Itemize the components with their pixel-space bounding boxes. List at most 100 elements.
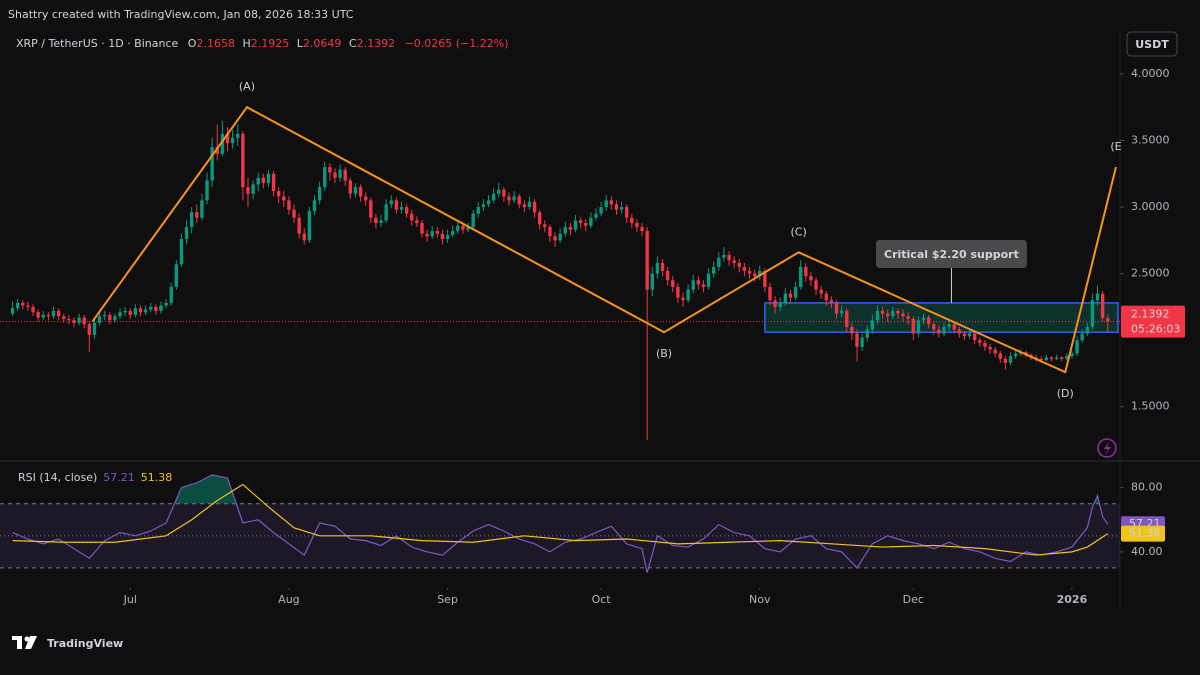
candle-body: [947, 324, 951, 327]
candle-body: [768, 286, 772, 301]
candle-body: [379, 220, 383, 224]
candle-body: [916, 320, 921, 334]
candle-body: [942, 326, 946, 334]
rsi-legend-item: 57.21: [103, 471, 135, 484]
candle-body: [425, 233, 429, 237]
candle-body: [517, 196, 521, 205]
candle-body: [246, 187, 250, 194]
candle-body: [466, 227, 470, 230]
candle-body: [778, 302, 782, 307]
rsi-ma-value-box: [1121, 525, 1165, 542]
rsi-ma-value-axis-label: 51.38: [1129, 527, 1161, 540]
candle-body: [665, 270, 670, 281]
candle-body: [31, 306, 35, 313]
candle-body: [430, 231, 434, 237]
candle-body: [1008, 356, 1013, 363]
candle-body: [399, 207, 404, 210]
candle-body: [952, 324, 956, 330]
candle-body: [67, 318, 71, 321]
candle-body: [845, 310, 849, 327]
candle-body: [850, 326, 854, 334]
candle-body: [758, 270, 762, 277]
alert-icon[interactable]: [1097, 438, 1117, 458]
candle-body: [901, 313, 905, 317]
wave-label: (D): [1057, 387, 1074, 400]
rsi-tick-label: 40.00: [1131, 545, 1163, 558]
y-tick-label: 4.0000: [1131, 67, 1170, 80]
candle-body: [548, 227, 552, 237]
candle-body: [271, 173, 276, 192]
candle-body: [1085, 326, 1089, 334]
candle-body: [420, 223, 424, 234]
candle-body: [804, 266, 808, 277]
candle-body: [159, 305, 163, 311]
candle-body: [809, 276, 813, 281]
candle-body: [415, 220, 419, 224]
candle-body: [655, 262, 660, 274]
candle-body: [926, 317, 931, 325]
candle-body: [72, 320, 76, 323]
candle-body: [241, 133, 245, 188]
candle-body: [225, 133, 230, 144]
candle-body: [537, 212, 542, 225]
candle-body: [343, 169, 347, 181]
candle-body: [870, 320, 875, 330]
candle-body: [865, 329, 869, 338]
candle-body: [604, 200, 608, 208]
candle-body: [967, 333, 972, 337]
candle-body: [717, 257, 721, 267]
candle-body: [1065, 356, 1069, 359]
candle-body: [512, 196, 516, 201]
y-tick-label: 2.5000: [1131, 267, 1170, 280]
wave-label: (B): [656, 347, 672, 360]
candle-body: [82, 317, 86, 325]
candle-body: [123, 310, 127, 313]
candle-body: [36, 312, 40, 318]
candle-body: [906, 316, 910, 319]
candle-body: [491, 193, 496, 201]
candle-body: [532, 201, 537, 213]
candle-body: [819, 289, 823, 294]
candle-body: [256, 177, 260, 185]
candle-body: [282, 196, 286, 201]
candle-body: [92, 322, 97, 335]
candle-body: [1075, 340, 1079, 354]
candle-body: [814, 280, 818, 290]
candle-body: [1090, 300, 1095, 327]
candle-body: [292, 209, 296, 218]
candle-body: [138, 308, 143, 313]
candle-body: [384, 204, 388, 221]
candle-body: [558, 233, 562, 241]
candle-body: [1106, 318, 1110, 322]
candle-body: [276, 191, 281, 197]
candle-body: [133, 308, 138, 315]
x-tick-label: Nov: [749, 593, 771, 606]
candle-body: [476, 207, 480, 214]
candle-body: [584, 223, 588, 226]
ohlc-value: 2.0649: [303, 37, 342, 50]
candle-body: [97, 316, 102, 323]
candle-body: [195, 212, 199, 218]
candle-body: [543, 224, 547, 228]
change: −0.0265 (−1.22%): [405, 37, 509, 50]
candle-body: [353, 187, 358, 194]
ohlc-letter: L: [297, 37, 304, 50]
candle-body: [783, 293, 788, 303]
candle-body: [891, 310, 895, 317]
candle-body: [988, 346, 992, 350]
candle-body: [297, 217, 301, 234]
rsi-legend: RSI (14, close) 57.21 51.38: [18, 471, 172, 484]
symbol-line: XRP / TetherUS · 1D · Binance O2.1658 H2…: [16, 37, 509, 50]
candle-body: [169, 286, 173, 303]
ohlc-letter: H: [242, 37, 250, 50]
candle-body: [630, 217, 634, 224]
currency-label: USDT: [1135, 38, 1169, 51]
candle-body: [394, 200, 399, 210]
candle-body: [681, 297, 685, 301]
candle-body: [568, 227, 573, 230]
currency-button[interactable]: [1126, 31, 1178, 57]
candle-body: [624, 207, 629, 218]
candle-body: [527, 201, 532, 208]
